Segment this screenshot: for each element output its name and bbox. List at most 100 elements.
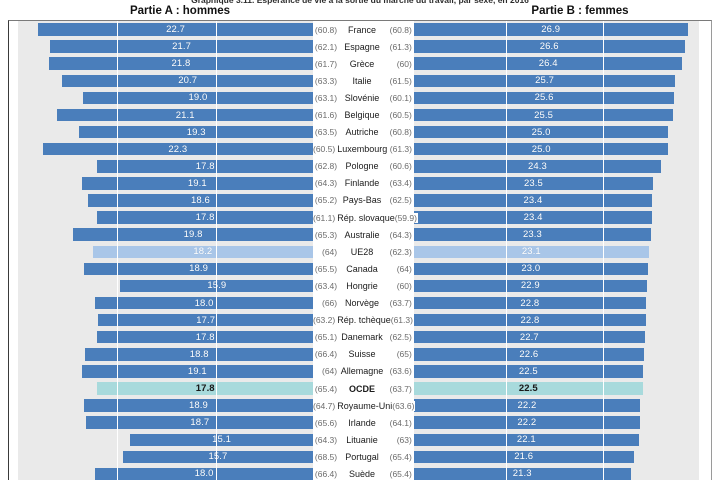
bar-men: 17.8: [97, 330, 314, 344]
bar-value-men: 19.1: [187, 177, 207, 189]
exit-age-men: (61.6): [314, 110, 338, 121]
bar-value-men: 18.0: [194, 468, 214, 480]
exit-age-women: (60): [384, 280, 413, 291]
exit-age-women: (63): [384, 434, 413, 445]
bar-cell-men: 17.8: [9, 380, 314, 397]
bar-women: 24.3: [413, 160, 662, 173]
bar-cell-men: 18.7: [9, 414, 314, 431]
bar-value-men: 18.7: [190, 417, 210, 429]
bar-value-women: 23.4: [523, 194, 543, 206]
gridline: [117, 21, 118, 480]
bar-women: 26.6: [413, 40, 685, 53]
bar-women: 22.2: [413, 416, 640, 429]
exit-age-women: (63.7): [384, 383, 413, 394]
bar-value-men: 17.8: [195, 331, 215, 343]
bar-men: 18.7: [86, 416, 314, 429]
bar-value-men: 18.2: [193, 246, 213, 258]
bar-men: 22.7: [37, 23, 314, 36]
bar-cell-men: 20.7: [9, 72, 314, 89]
exit-age-women: (64.1): [384, 417, 413, 428]
bar-cell-men: 18.8: [9, 346, 314, 363]
country-label: Danemark: [341, 332, 383, 343]
table-row: 19.3 (63.5) Autriche (60.8) 25.0: [9, 123, 711, 141]
row-label-group: (68.5) Portugal (65.4): [313, 448, 413, 466]
panel-b-title: Partie B : femmes: [531, 5, 629, 17]
country-label: Pays-Bas: [342, 195, 382, 206]
country-label: Espagne: [344, 41, 380, 52]
bar-value-women: 22.5: [518, 365, 538, 377]
table-row: 17.8 (61.1) Rép. slovaque (59.9) 23.4: [9, 209, 711, 227]
country-label: Italie: [352, 75, 372, 86]
bar-value-women: 23.4: [523, 212, 543, 224]
bar-value-women: 25.0: [531, 143, 551, 155]
panel-a-title: Partie A : hommes: [129, 5, 231, 17]
bar-men: 15.1: [130, 433, 314, 447]
exit-age-men: (63.3): [314, 75, 338, 86]
country-label: Irlande: [348, 417, 376, 428]
bar-value-men: 17.7: [196, 314, 216, 326]
bar-women: 23.4: [413, 194, 652, 207]
country-label: Lituanie: [346, 434, 378, 445]
exit-age-men: (60.5): [312, 144, 336, 155]
bar-cell-women: 26.9: [413, 21, 711, 38]
bar-cell-women: 25.7: [413, 72, 711, 89]
table-row: 21.7 (62.1) Espagne (61.3) 26.6: [9, 38, 711, 56]
row-label-group: (60.5) Luxembourg (61.3): [312, 140, 413, 158]
table-row: 19.1 (64) Allemagne (63.6) 22.5: [9, 362, 711, 380]
exit-age-men: (65.5): [314, 263, 338, 274]
bar-cell-women: 25.5: [413, 106, 711, 123]
row-label-group: (65.1) Danemark (62.5): [313, 328, 413, 346]
country-label: Royaume-Uni: [337, 400, 393, 411]
bar-value-women: 23.5: [523, 177, 543, 189]
table-row: 20.7 (63.3) Italie (61.5) 25.7: [9, 72, 711, 90]
bar-cell-men: 22.3: [9, 141, 313, 158]
bar-cell-men: 18.9: [9, 260, 314, 277]
exit-age-women: (64): [384, 263, 413, 274]
table-row: 21.8 (61.7) Grèce (60) 26.4: [9, 55, 711, 73]
table-row: 19.0 (63.1) Slovénie (60.1) 25.6: [9, 89, 711, 107]
bar-cell-men: 17.8: [9, 209, 313, 226]
table-row: 22.3 (60.5) Luxembourg (61.3) 25.0: [9, 140, 711, 158]
exit-age-men: (64.3): [314, 178, 338, 189]
table-row: 17.8 (65.4) OCDE (63.7) 22.5: [9, 379, 711, 398]
exit-age-women: (65): [384, 349, 413, 360]
country-label: Suède: [348, 468, 375, 479]
bar-value-men: 17.8: [195, 212, 215, 224]
bar-women: 22.5: [413, 382, 643, 395]
bar-cell-women: 23.4: [413, 192, 711, 209]
exit-age-men: (65.3): [314, 229, 338, 240]
bar-cell-women: 26.6: [413, 38, 711, 55]
row-label-group: (66.4) Suède (65.4): [313, 465, 413, 480]
table-row: 17.8 (62.8) Pologne (60.6) 24.3: [9, 157, 711, 175]
exit-age-men: (64.7): [312, 400, 336, 411]
bar-cell-women: 22.5: [413, 363, 711, 380]
row-label-group: (63.1) Slovénie (60.1): [313, 89, 413, 107]
exit-age-women: (60): [384, 58, 413, 69]
country-label: Belgique: [344, 110, 380, 121]
bar-men: 18.9: [83, 399, 313, 412]
figure-title: Graphique 3.11. Espérance de vie à la so…: [191, 0, 529, 5]
exit-age-men: (65.4): [314, 383, 338, 394]
exit-age-men: (61.7): [314, 58, 338, 69]
bar-cell-men: 21.8: [9, 55, 314, 72]
bar-cell-women: 21.6: [413, 448, 711, 465]
exit-age-men: (66): [322, 298, 338, 309]
bar-value-men: 18.0: [194, 297, 214, 309]
exit-age-women: (62.5): [384, 332, 413, 343]
bar-value-women: 26.4: [538, 58, 558, 70]
bar-cell-men: 19.8: [9, 226, 314, 243]
bar-men: 20.7: [62, 74, 314, 88]
exit-age-men: (60.8): [314, 24, 338, 35]
bar-cell-men: 15.1: [9, 431, 314, 448]
bar-cell-men: 19.3: [9, 124, 314, 141]
bar-women: 23.1: [413, 245, 649, 259]
bar-men: 19.8: [73, 228, 314, 241]
bar-value-men: 15.1: [212, 434, 232, 446]
bar-value-women: 21.3: [512, 468, 532, 480]
bar-women: 25.0: [413, 142, 669, 156]
table-row: 18.2 (64) UE28 (62.3) 23.1: [9, 243, 711, 261]
bar-women: 23.3: [413, 228, 651, 241]
row-label-group: (66) Norvège (63.7): [313, 294, 413, 312]
row-label-group: (66.4) Suisse (65): [313, 345, 413, 363]
bar-cell-women: 22.6: [413, 346, 711, 363]
